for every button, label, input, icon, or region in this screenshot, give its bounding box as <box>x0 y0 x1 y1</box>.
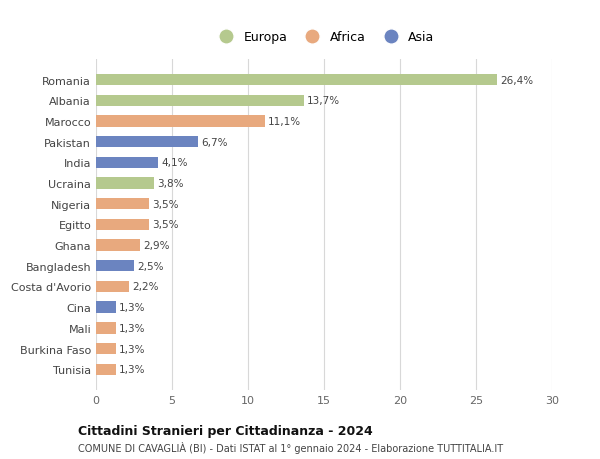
Text: 6,7%: 6,7% <box>201 137 227 147</box>
Bar <box>96 95 304 106</box>
Bar <box>96 157 158 168</box>
Text: 2,2%: 2,2% <box>133 282 159 292</box>
Bar <box>96 240 140 251</box>
Bar <box>96 219 149 230</box>
Bar <box>96 116 265 127</box>
Bar <box>96 364 116 375</box>
Bar <box>96 75 497 86</box>
Bar <box>96 281 130 292</box>
Text: 1,3%: 1,3% <box>119 302 145 313</box>
Text: 11,1%: 11,1% <box>268 117 301 127</box>
Text: 1,3%: 1,3% <box>119 364 145 375</box>
Bar <box>96 302 116 313</box>
Bar <box>96 261 134 272</box>
Bar <box>96 323 116 334</box>
Bar <box>96 178 154 189</box>
Bar <box>96 137 198 148</box>
Text: 13,7%: 13,7% <box>307 96 340 106</box>
Text: 3,5%: 3,5% <box>152 199 179 209</box>
Bar <box>96 199 149 210</box>
Text: 26,4%: 26,4% <box>500 75 533 85</box>
Bar <box>96 343 116 354</box>
Text: 3,8%: 3,8% <box>157 179 184 189</box>
Text: Cittadini Stranieri per Cittadinanza - 2024: Cittadini Stranieri per Cittadinanza - 2… <box>78 424 373 437</box>
Text: 4,1%: 4,1% <box>161 158 188 168</box>
Text: 1,3%: 1,3% <box>119 344 145 354</box>
Text: 3,5%: 3,5% <box>152 220 179 230</box>
Text: COMUNE DI CAVAGLIÀ (BI) - Dati ISTAT al 1° gennaio 2024 - Elaborazione TUTTITALI: COMUNE DI CAVAGLIÀ (BI) - Dati ISTAT al … <box>78 441 503 453</box>
Text: 1,3%: 1,3% <box>119 323 145 333</box>
Legend: Europa, Africa, Asia: Europa, Africa, Asia <box>209 26 439 49</box>
Text: 2,5%: 2,5% <box>137 261 164 271</box>
Text: 2,9%: 2,9% <box>143 241 170 251</box>
